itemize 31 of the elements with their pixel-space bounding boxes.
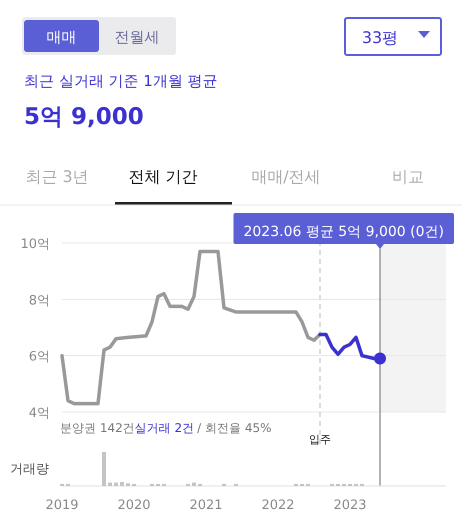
- x-tick-label: 2023: [333, 498, 367, 513]
- text: 분양권 142건: [60, 421, 135, 435]
- text: 전월세: [114, 28, 160, 46]
- bar: [102, 452, 106, 486]
- bar: [126, 483, 130, 486]
- x-tick-label: 2019: [45, 498, 79, 513]
- text: 비교: [392, 167, 424, 186]
- text: 전체 기간: [128, 167, 198, 186]
- annotation: 2023.06 평균 5억 9,000 (0건): [243, 224, 444, 240]
- y-tick-label: 10억: [20, 237, 50, 252]
- x-tick-label: 2020: [117, 498, 151, 513]
- y-tick-label: 4억: [28, 406, 50, 421]
- bar: [108, 482, 112, 486]
- bar: [114, 482, 118, 486]
- text: 33평: [362, 28, 398, 47]
- text: 실거래 2건: [134, 421, 194, 435]
- text: 매매: [46, 28, 76, 46]
- chart-title: 최근 실거래 기준 1개월 평균: [24, 72, 218, 90]
- y-tick-label: 6억: [28, 350, 50, 365]
- y-axis-title: 거래량: [10, 462, 49, 477]
- bar: [192, 482, 196, 486]
- x-tick-label: 2022: [261, 498, 295, 513]
- x-tick-label: 2021: [189, 498, 223, 513]
- text: / 회전율 45%: [197, 421, 272, 435]
- ref-line-label: 입주: [309, 433, 331, 446]
- text: 매매/전세: [251, 167, 321, 186]
- bar: [120, 482, 124, 486]
- text: 최근 3년: [25, 167, 89, 186]
- line-series: [60, 250, 322, 406]
- y-tick-label: 8억: [28, 293, 50, 308]
- chart-subtitle: 5억 9,000: [24, 104, 144, 130]
